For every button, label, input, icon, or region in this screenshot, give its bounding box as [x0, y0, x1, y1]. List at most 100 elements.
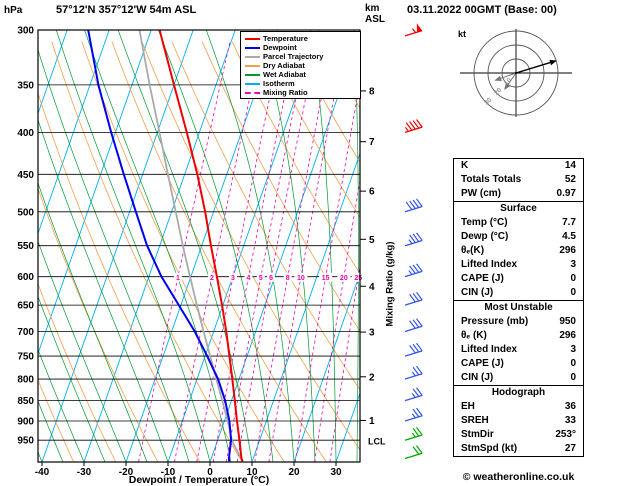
wind-barb: [404, 407, 423, 422]
svg-text:4: 4: [246, 275, 250, 282]
svg-text:650: 650: [17, 301, 34, 312]
stat-label: Lifted Index: [461, 344, 518, 355]
svg-text:600: 600: [17, 272, 34, 283]
wind-barb: [404, 263, 423, 278]
legend-label: Dry Adiabat: [263, 61, 305, 70]
legend-item: Dry Adiabat: [241, 61, 360, 70]
stat-value: 0: [570, 287, 576, 298]
stat-label: StmDir: [461, 429, 494, 440]
svg-text:20: 20: [340, 275, 348, 282]
legend-line-sample: [245, 37, 260, 40]
svg-text:20: 20: [493, 86, 503, 96]
stat-row: Dewp (°C) 4.5: [454, 230, 583, 244]
svg-text:-30: -30: [77, 467, 92, 478]
wind-barb: [404, 318, 423, 333]
stat-value: 0: [570, 273, 576, 284]
stat-value: 33: [564, 415, 576, 426]
stat-label: CIN (J): [461, 372, 494, 383]
legend-line-sample: [245, 91, 260, 94]
svg-text:2: 2: [210, 275, 214, 282]
altitude-axis-unit: km ASL: [365, 3, 385, 25]
legend-line-sample: [245, 73, 260, 76]
mixing-ratio-axis-title: Mixing Ratio (g/kg): [384, 241, 396, 327]
svg-text:5: 5: [259, 275, 263, 282]
stat-value: 3: [570, 344, 576, 355]
svg-text:550: 550: [17, 241, 34, 252]
stat-label: Dewp (°C): [461, 231, 509, 242]
svg-text:4: 4: [369, 282, 375, 293]
stat-label: SREH: [461, 415, 489, 426]
wind-barb: [404, 426, 423, 441]
stat-row: CIN (J) 0: [454, 286, 583, 300]
stat-section: K 14 Totals Totals 52 PW (cm) 0.97: [453, 158, 584, 202]
svg-text:300: 300: [17, 26, 34, 37]
stat-row: CAPE (J) 0: [454, 357, 583, 371]
wind-barb: [404, 387, 423, 402]
svg-text:500: 500: [17, 207, 34, 218]
temperature-trace: [158, 30, 244, 462]
wind-barb: [404, 445, 423, 460]
stat-section-title: Surface: [500, 203, 537, 214]
stat-value: 14: [564, 160, 576, 171]
stat-value: 36: [564, 401, 576, 412]
stat-value: 4.5: [562, 231, 576, 242]
legend-line-sample: [245, 64, 260, 67]
stat-value: 52: [564, 174, 576, 185]
svg-text:3: 3: [231, 275, 235, 282]
stat-section: Surface Temp (°C) 7.7 Dewp (°C) 4.5 θₑ(K) 296 L…: [453, 201, 584, 301]
stat-row: Temp (°C) 7.7: [454, 216, 583, 230]
mixing-ratio-labels: 1 2 3 4 5 6 8 10 15 20 25: [173, 272, 365, 282]
wind-barb: [404, 232, 423, 247]
svg-text:850: 850: [17, 396, 34, 407]
svg-text:450: 450: [17, 170, 34, 181]
stat-row: θₑ(K) 296: [454, 244, 583, 258]
svg-text:950: 950: [17, 436, 34, 447]
legend-item: Mixing Ratio: [241, 88, 360, 97]
svg-text:10: 10: [503, 77, 513, 87]
stat-label: EH: [461, 401, 475, 412]
svg-text:400: 400: [17, 128, 34, 139]
stat-value: 296: [559, 330, 576, 341]
stat-value: 3: [570, 259, 576, 270]
dewpoint-trace: [87, 30, 233, 462]
svg-text:20: 20: [288, 467, 300, 478]
parcel-trajectory-trace: [138, 30, 244, 462]
svg-text:6: 6: [369, 187, 375, 198]
legend-item: Temperature: [241, 34, 360, 43]
stat-label: StmSpd (kt): [461, 443, 518, 454]
stat-row: StmDir 253°: [454, 428, 583, 442]
stat-value: 0: [570, 372, 576, 383]
legend-label: Dewpoint: [263, 43, 297, 52]
stat-label: Lifted Index: [461, 259, 518, 270]
wind-barb: [404, 291, 423, 306]
wind-barb: [404, 23, 423, 37]
dry-adiabat-lines: [38, 41, 360, 462]
stat-section: Most Unstable Pressure (mb) 950 θₑ (K) 296 Li…: [453, 300, 584, 386]
stat-row: SREH 33: [454, 414, 583, 428]
svg-text:0: 0: [207, 467, 213, 478]
svg-text:-20: -20: [119, 467, 134, 478]
stat-value: 7.7: [562, 217, 576, 228]
chart-border: [37, 29, 361, 463]
wind-barb: [404, 198, 423, 213]
hodograph-unit-label: kt: [458, 29, 467, 39]
stat-value: 27: [564, 443, 576, 454]
stat-label: K: [461, 160, 469, 171]
x-axis-title: Dewpoint / Temperature (°C): [128, 474, 270, 486]
stat-row: Totals Totals 52: [454, 173, 583, 187]
svg-text:30: 30: [330, 467, 342, 478]
legend-label: Wet Adiabat: [263, 70, 306, 79]
wet-adiabat-lines: [38, 30, 359, 462]
stat-label: CIN (J): [461, 287, 494, 298]
svg-text:350: 350: [17, 80, 34, 91]
legend-label: Isotherm: [263, 79, 295, 88]
stat-label: CAPE (J): [461, 358, 504, 369]
stat-row: Lifted Index 3: [454, 258, 583, 272]
stat-label: θₑ(K): [461, 245, 485, 256]
legend-line-sample: [245, 82, 260, 85]
stat-row: StmSpd (kt) 27: [454, 442, 583, 456]
legend-item: Parcel Trajectory: [241, 52, 360, 61]
